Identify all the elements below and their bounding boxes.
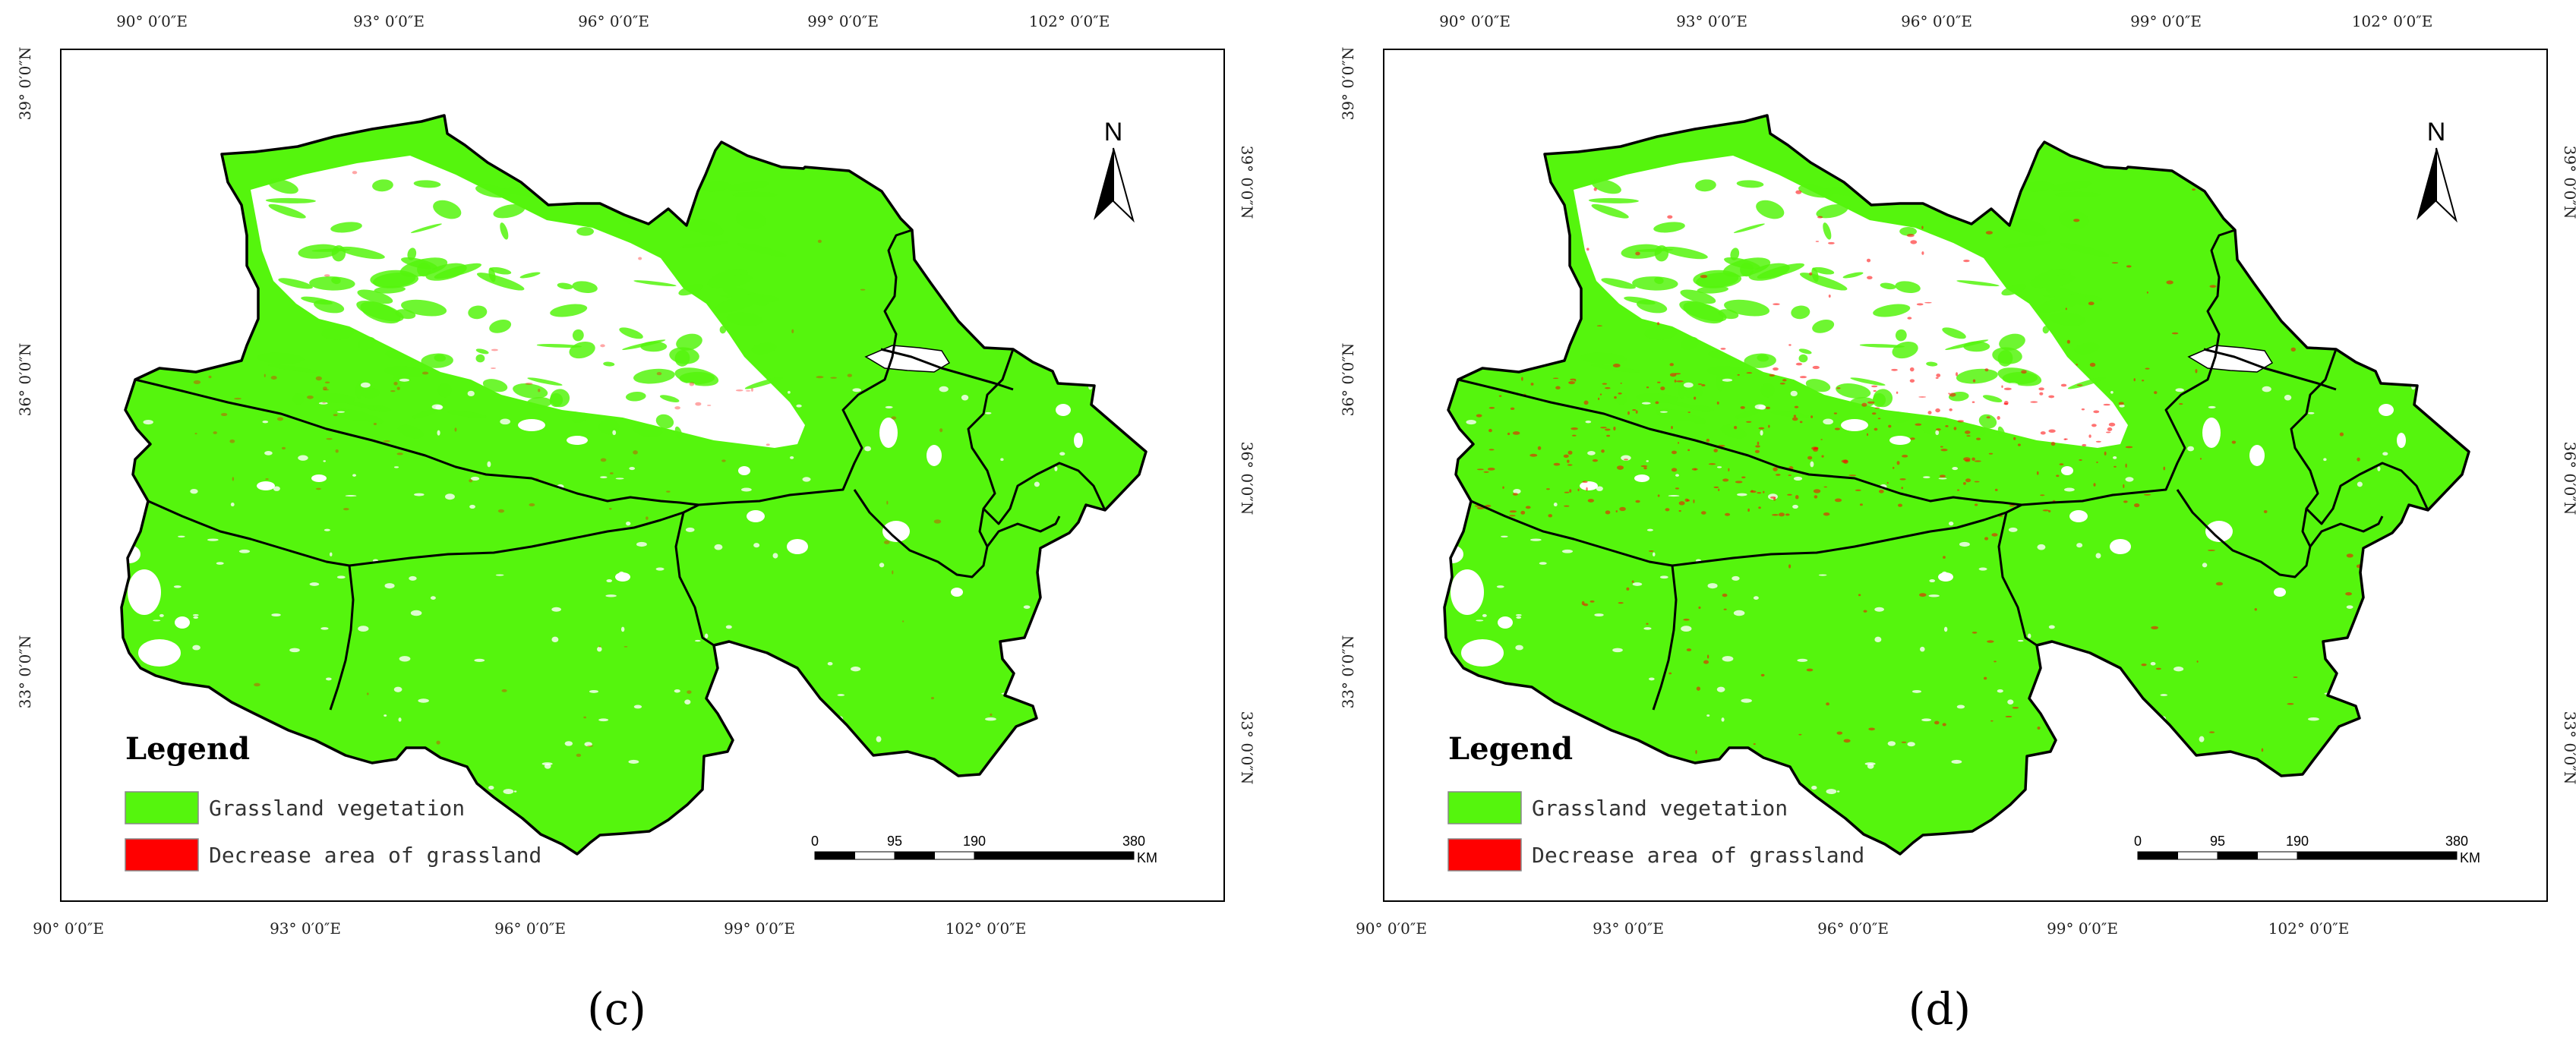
scale-unit: KM	[1137, 850, 1157, 865]
lat-tick-left: 39° 0′0″N	[1339, 47, 1357, 121]
map-svg: 90° 0′0″E 90° 0′0″E 93° 0′0″E 93° 0′0″E 96° …	[1339, 12, 2576, 938]
province-outline	[1443, 114, 2470, 856]
lon-tick-bottom: 99° 0′0″E	[724, 919, 795, 938]
lon-tick-top: 93° 0′0″E	[1676, 12, 1747, 30]
lon-tick-top: 102° 0′0″E	[2352, 12, 2433, 30]
lat-tick-right: 36° 0′0″N	[2561, 442, 2576, 515]
lat-tick-left: 36° 0′0″N	[1339, 343, 1357, 417]
legend-label: Grassland vegetation	[209, 796, 465, 821]
scale-label: 190	[2286, 834, 2309, 849]
prefecture-border	[853, 489, 1061, 578]
lon-tick-bottom: 102° 0′0″E	[945, 919, 1027, 938]
prefecture-border	[329, 565, 355, 711]
prefecture-border	[674, 512, 715, 647]
legend-label: Grassland vegetation	[1532, 796, 1788, 821]
map-panel-c: 90° 0′0″E 90° 0′0″E 93° 0′0″E 93° 0′0″E 96° …	[16, 12, 1256, 1035]
legend-swatch-grassland	[1447, 791, 1522, 824]
prefecture-border	[1672, 503, 2022, 567]
prefecture-border	[1457, 378, 2022, 506]
lon-tick-top: 90° 0′0″E	[116, 12, 188, 30]
prefecture-border	[349, 503, 699, 567]
lon-tick-bottom: 99° 0′0″E	[2047, 919, 2118, 938]
lon-tick-bottom: 93° 0′0″E	[1593, 919, 1664, 938]
north-label: N	[1104, 118, 1123, 147]
prefecture-border	[2290, 348, 2338, 547]
scale-label: 380	[2445, 834, 2468, 849]
legend-swatch-decrease	[1447, 838, 1522, 872]
legend-title: Legend	[1448, 731, 1573, 767]
prefecture-border	[698, 229, 913, 506]
lon-tick-top: 90° 0′0″E	[1439, 12, 1511, 30]
prefecture-border	[1470, 500, 1673, 567]
north-label: N	[2427, 118, 2446, 147]
scale-label: 95	[887, 834, 902, 849]
scale-label: 380	[1122, 834, 1145, 849]
qinghai-lake	[864, 345, 951, 373]
scale-label: 95	[2210, 834, 2225, 849]
lat-tick-left: 33° 0′0″N	[16, 635, 34, 709]
prefecture-border	[134, 378, 699, 506]
prefecture-border	[982, 462, 1106, 525]
lat-tick-right: 39° 0′0″N	[1238, 146, 1256, 219]
scale-label: 190	[963, 834, 986, 849]
prefecture-border	[2203, 348, 2337, 391]
lon-tick-top: 96° 0′0″E	[578, 12, 649, 30]
legend-label: Decrease area of grassland	[209, 843, 541, 868]
lat-tick-right: 39° 0′0″N	[2561, 146, 2576, 219]
prefecture-border	[2176, 489, 2384, 578]
legend: Legend Grassland vegetation Decrease area …	[1447, 731, 1864, 872]
lat-tick-right: 33° 0′0″N	[1238, 711, 1256, 785]
lon-tick-bottom: 102° 0′0″E	[2268, 919, 2350, 938]
legend-label: Decrease area of grassland	[1532, 843, 1864, 868]
province-outline	[120, 114, 1148, 856]
lat-tick-left: 36° 0′0″N	[16, 343, 34, 417]
lon-tick-top: 102° 0′0″E	[1029, 12, 1110, 30]
map-svg: 90° 0′0″E 90° 0′0″E 93° 0′0″E 93° 0′0″E 96° …	[16, 12, 1256, 938]
lat-tick-right: 33° 0′0″N	[2561, 711, 2576, 785]
lon-tick-bottom: 90° 0′0″E	[1356, 919, 1427, 938]
prefecture-border	[880, 348, 1014, 391]
prefecture-border	[967, 348, 1015, 547]
legend-swatch-grassland	[125, 791, 199, 824]
land-cover-detail	[1444, 156, 2420, 796]
legend: Legend Grassland vegetation Decrease area …	[125, 731, 541, 872]
panel-caption: (d)	[1908, 983, 1971, 1035]
north-arrow-icon: N	[2417, 118, 2458, 223]
legend-swatch-decrease	[125, 838, 199, 872]
lon-tick-bottom: 93° 0′0″E	[270, 919, 341, 938]
lat-tick-right: 36° 0′0″N	[1238, 442, 1256, 515]
prefecture-border	[2021, 229, 2236, 506]
lat-tick-left: 39° 0′0″N	[16, 47, 34, 121]
scale-label: 0	[811, 834, 819, 849]
land-cover-detail	[122, 156, 1097, 796]
lon-tick-top: 99° 0′0″E	[807, 12, 879, 30]
qinghai-lake	[2187, 345, 2274, 373]
lon-tick-bottom: 96° 0′0″E	[494, 919, 566, 938]
scale-unit: KM	[2460, 850, 2480, 865]
lon-tick-bottom: 96° 0′0″E	[1817, 919, 1889, 938]
panel-caption: (c)	[587, 983, 646, 1035]
lat-tick-left: 33° 0′0″N	[1339, 635, 1357, 709]
prefecture-border	[147, 500, 350, 567]
scale-label: 0	[2134, 834, 2142, 849]
legend-title: Legend	[125, 731, 250, 767]
map-panel-d: 90° 0′0″E 90° 0′0″E 93° 0′0″E 93° 0′0″E 96° …	[1323, 0, 2576, 1056]
lon-tick-bottom: 90° 0′0″E	[33, 919, 104, 938]
prefecture-border	[1652, 565, 1678, 711]
prefecture-border	[2305, 462, 2429, 525]
lon-tick-top: 99° 0′0″E	[2130, 12, 2202, 30]
lon-tick-top: 96° 0′0″E	[1901, 12, 1972, 30]
lon-tick-top: 93° 0′0″E	[353, 12, 425, 30]
prefecture-border	[1997, 512, 2038, 647]
north-arrow-icon: N	[1094, 118, 1135, 223]
